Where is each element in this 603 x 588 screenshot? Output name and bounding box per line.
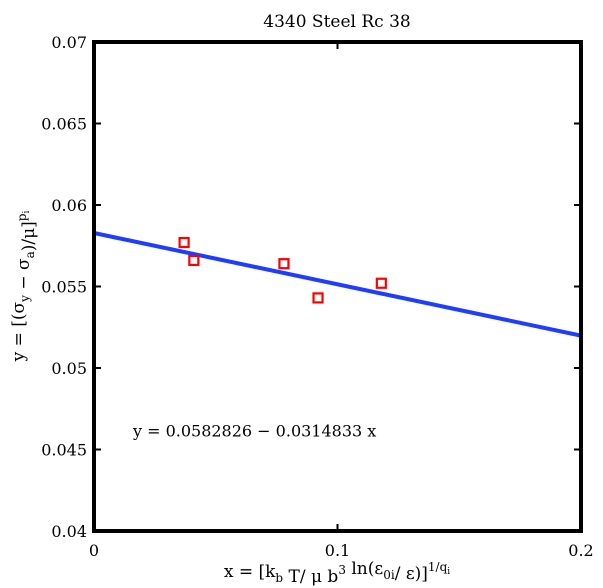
data-point [278,258,290,270]
label-part: 0i [383,568,395,582]
label-part: x = [k [224,562,276,582]
x-axis-ticks: 0 0.1 0.2 [89,42,594,560]
label-part: i [22,211,32,214]
data-point [188,254,200,267]
label-part: )/μ] [19,221,39,251]
y-axis-ticks: 0.04 0.045 0.05 0.055 0.06 0.065 0.07 [41,33,581,541]
label-part: T/ μ b [283,567,338,587]
y-axis-label: y = [(σy − σa)/μ]pi [9,211,39,363]
x-tick-label: 0.1 [325,541,350,560]
label-part: − σ [14,258,34,295]
fit-equation-annotation: y = 0.0582826 − 0.0314833 x [132,421,376,440]
y-tick-label: 0.055 [41,278,87,297]
plot-background [94,42,581,531]
label-part: 1/q [428,560,448,574]
y-tick-label: 0.05 [51,359,87,378]
label-part: b [275,571,283,585]
fit-layer [93,231,582,338]
y-tick-label: 0.04 [51,522,87,541]
label-part: / ε)] [395,564,428,584]
x-tick-label: 0 [89,541,99,560]
label-part: y = [(σ [9,301,29,362]
y-tick-label: 0.06 [51,196,87,215]
label-part: i [447,567,450,577]
label-part: y [18,295,32,303]
y-tick-label: 0.07 [51,33,87,52]
chart-title: 4340 Steel Rc 38 [263,12,410,32]
x-axis-label: x = [kb T/ μ b3 ln(ε0i/ ε)]1/qi [224,559,450,587]
data-point [312,292,324,304]
fit-line [93,231,582,338]
label-part: a [23,251,37,258]
y-tick-label: 0.065 [41,115,87,134]
x-tick-label: 0.2 [568,541,593,560]
label-part: 3 [338,563,346,577]
y-tick-label: 0.045 [41,441,87,460]
data-point [178,236,190,249]
data-point [375,277,387,289]
label-part: ln(ε [346,559,383,579]
label-part: p [15,213,29,221]
marker-layer [178,236,387,304]
